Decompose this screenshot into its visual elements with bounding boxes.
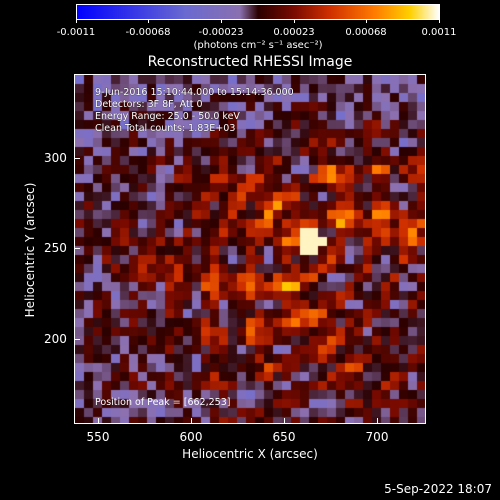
colorbar xyxy=(76,4,440,20)
colorbar-tick xyxy=(76,19,77,23)
image-plot: 9-Jun-2016 15:10:44.000 to 15:14:36.000 … xyxy=(74,74,426,424)
colorbar-tick xyxy=(439,19,440,23)
y-tick-label: 300 xyxy=(44,151,67,165)
colorbar-label: -0.00068 xyxy=(125,27,171,38)
x-tick xyxy=(377,418,378,424)
x-tick xyxy=(284,418,285,424)
colorbar-tick xyxy=(148,19,149,23)
colorbar-tick xyxy=(221,19,222,23)
x-tick-label: 700 xyxy=(365,430,389,444)
info-clean-total-counts: Clean Total counts: 1.83E+03 xyxy=(95,123,236,134)
y-tick xyxy=(74,248,80,249)
colorbar-label: 0.00023 xyxy=(273,27,315,38)
x-tick-label: 650 xyxy=(272,430,296,444)
plot-date: 5-Sep-2022 18:07 xyxy=(384,482,492,496)
x-tick xyxy=(191,418,192,424)
image-title: Reconstructed RHESSI Image xyxy=(147,54,353,70)
colorbar-unit: (photons cm⁻² s⁻¹ asec⁻²) xyxy=(193,40,323,51)
colorbar-label: -0.00023 xyxy=(198,27,244,38)
y-tick-label: 200 xyxy=(44,332,67,346)
x-tick xyxy=(98,418,99,424)
info-detectors: Detectors: 3F 8F, Att 0 xyxy=(95,99,203,110)
x-axis-label: Heliocentric X (arcsec) xyxy=(182,447,318,461)
y-tick-label: 250 xyxy=(44,241,67,255)
peak-position: Position of Peak = [662,253] xyxy=(95,397,231,408)
colorbar-tick xyxy=(294,19,295,23)
colorbar-label: 0.00068 xyxy=(345,27,387,38)
colorbar-tick xyxy=(366,19,367,23)
rhessi-image-map xyxy=(75,75,425,423)
colorbar-label: -0.0011 xyxy=(56,27,96,38)
y-tick xyxy=(74,339,80,340)
x-tick-label: 550 xyxy=(86,430,110,444)
colorbar-label: 0.0011 xyxy=(421,27,457,38)
info-energy-range: Energy Range: 25.0 - 50.0 keV xyxy=(95,111,240,122)
x-tick-label: 600 xyxy=(179,430,203,444)
info-time-range: 9-Jun-2016 15:10:44.000 to 15:14:36.000 xyxy=(95,87,294,98)
y-axis-label: Heliocentric Y (arcsec) xyxy=(23,182,37,318)
y-tick xyxy=(74,158,80,159)
